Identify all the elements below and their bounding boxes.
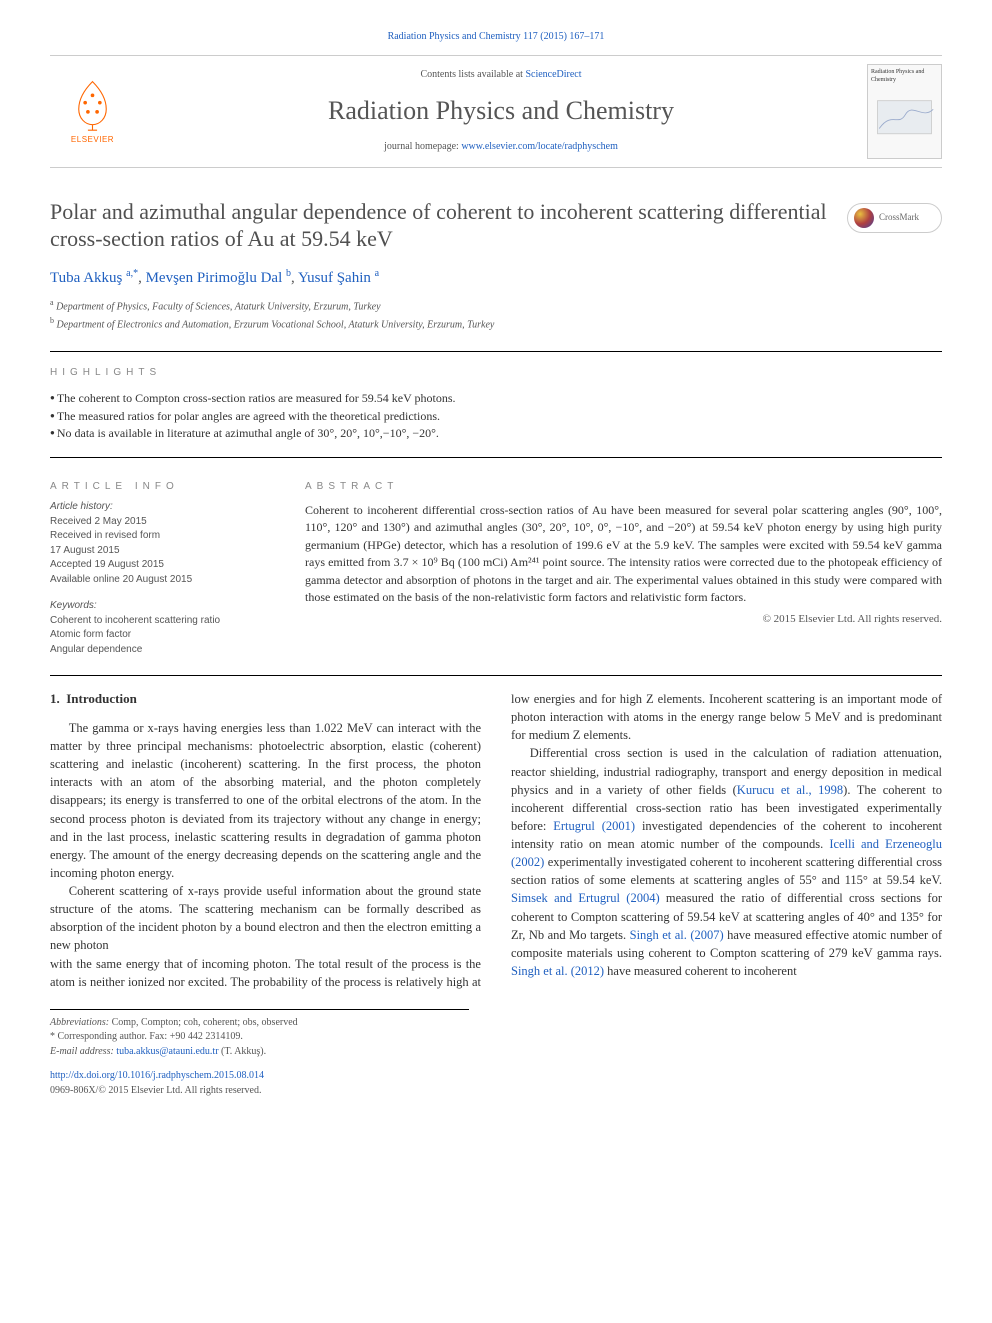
journal-homepage-line: journal homepage: www.elsevier.com/locat…	[145, 140, 857, 155]
rule	[50, 675, 942, 676]
crossmark-icon	[854, 208, 874, 228]
journal-citation: Radiation Physics and Chemistry 117 (201…	[50, 30, 942, 45]
abstract-copyright: © 2015 Elsevier Ltd. All rights reserved…	[305, 612, 942, 628]
thumb-graphic-icon	[871, 85, 938, 155]
article-title: Polar and azimuthal angular dependence o…	[50, 198, 942, 253]
highlight-item: The coherent to Compton cross-section ra…	[50, 390, 942, 407]
author-3-aff: a	[375, 268, 379, 279]
crossmark-label: CrossMark	[879, 211, 919, 224]
journal-cover-thumbnail[interactable]: Radiation Physics and Chemistry	[867, 64, 942, 159]
journal-header: ELSEVIER Contents lists available at Sci…	[50, 55, 942, 168]
highlights-label: HIGHLIGHTS	[50, 366, 942, 381]
body-paragraph: The gamma or x-rays having energies less…	[50, 719, 481, 882]
affiliation-b: b Department of Electronics and Automati…	[50, 315, 942, 333]
article-info-label: ARTICLE INFO	[50, 480, 275, 495]
elsevier-logo[interactable]: ELSEVIER	[50, 66, 135, 156]
email-link[interactable]: tuba.akkus@atauni.edu.tr	[116, 1046, 218, 1057]
journal-homepage-link[interactable]: www.elsevier.com/locate/radphyschem	[461, 141, 618, 152]
highlights-section: HIGHLIGHTS The coherent to Compton cross…	[50, 366, 942, 443]
abstract-label: ABSTRACT	[305, 480, 942, 495]
author-2-aff: b	[286, 268, 291, 279]
rule	[50, 457, 942, 458]
authors-line: Tuba Akkuş a,*, Mevşen Pirimoğlu Dal b, …	[50, 267, 942, 290]
thumb-title: Radiation Physics and Chemistry	[871, 68, 938, 85]
keyword: Coherent to incoherent scattering ratio	[50, 614, 275, 629]
affiliation-a: a Department of Physics, Faculty of Scie…	[50, 297, 942, 315]
issn-line: 0969-806X/© 2015 Elsevier Ltd. All right…	[50, 1084, 942, 1099]
abstract-text: Coherent to incoherent differential cros…	[305, 502, 942, 606]
keyword: Atomic form factor	[50, 628, 275, 643]
citation-link[interactable]: Radiation Physics and Chemistry 117 (201…	[388, 31, 605, 42]
history-line: Received in revised form	[50, 529, 275, 544]
contents-list-line: Contents lists available at ScienceDirec…	[145, 68, 857, 83]
history-line: Available online 20 August 2015	[50, 573, 275, 588]
doi-link[interactable]: http://dx.doi.org/10.1016/j.radphyschem.…	[50, 1070, 264, 1081]
abstract-column: ABSTRACT Coherent to incoherent differen…	[305, 480, 942, 658]
article-info-column: ARTICLE INFO Article history: Received 2…	[50, 480, 275, 658]
abbreviations-line: Abbreviations: Comp, Compton; coh, coher…	[50, 1016, 469, 1031]
corresponding-author-line: * Corresponding author. Fax: +90 442 231…	[50, 1030, 469, 1045]
history-line: 17 August 2015	[50, 544, 275, 559]
rule	[50, 351, 942, 352]
elsevier-tree-icon	[65, 77, 120, 132]
history-line: Received 2 May 2015	[50, 515, 275, 530]
keywords-label: Keywords:	[50, 599, 275, 614]
sciencedirect-link[interactable]: ScienceDirect	[525, 69, 581, 80]
citation-link[interactable]: Singh et al. (2012)	[511, 964, 604, 978]
body-paragraph: Differential cross section is used in th…	[511, 744, 942, 980]
footnotes: Abbreviations: Comp, Compton; coh, coher…	[50, 1009, 469, 1060]
journal-title: Radiation Physics and Chemistry	[145, 92, 857, 130]
elsevier-label: ELSEVIER	[71, 134, 114, 146]
citation-link[interactable]: Simsek and Ertugrul (2004)	[511, 891, 660, 905]
author-1-aff: a,*	[126, 268, 138, 279]
crossmark-badge[interactable]: CrossMark	[847, 203, 942, 233]
email-line: E-mail address: tuba.akkus@atauni.edu.tr…	[50, 1045, 469, 1060]
section-heading: 1. Introduction	[50, 690, 481, 709]
doi-block: http://dx.doi.org/10.1016/j.radphyschem.…	[50, 1069, 942, 1098]
body-paragraph: Coherent scattering of x-rays provide us…	[50, 882, 481, 955]
highlight-item: The measured ratios for polar angles are…	[50, 408, 942, 425]
author-3[interactable]: Yusuf Şahin	[298, 270, 371, 286]
affiliations: a Department of Physics, Faculty of Scie…	[50, 297, 942, 333]
citation-link[interactable]: Kurucu et al., 1998	[737, 783, 843, 797]
history-line: Accepted 19 August 2015	[50, 558, 275, 573]
keyword: Angular dependence	[50, 643, 275, 658]
citation-link[interactable]: Ertugrul (2001)	[553, 819, 635, 833]
history-label: Article history:	[50, 500, 275, 515]
author-1[interactable]: Tuba Akkuş	[50, 270, 122, 286]
body-text: 1. Introduction The gamma or x-rays havi…	[50, 690, 942, 991]
author-2[interactable]: Mevşen Pirimoğlu Dal	[146, 270, 283, 286]
highlight-item: No data is available in literature at az…	[50, 425, 942, 442]
citation-link[interactable]: Singh et al. (2007)	[630, 928, 724, 942]
